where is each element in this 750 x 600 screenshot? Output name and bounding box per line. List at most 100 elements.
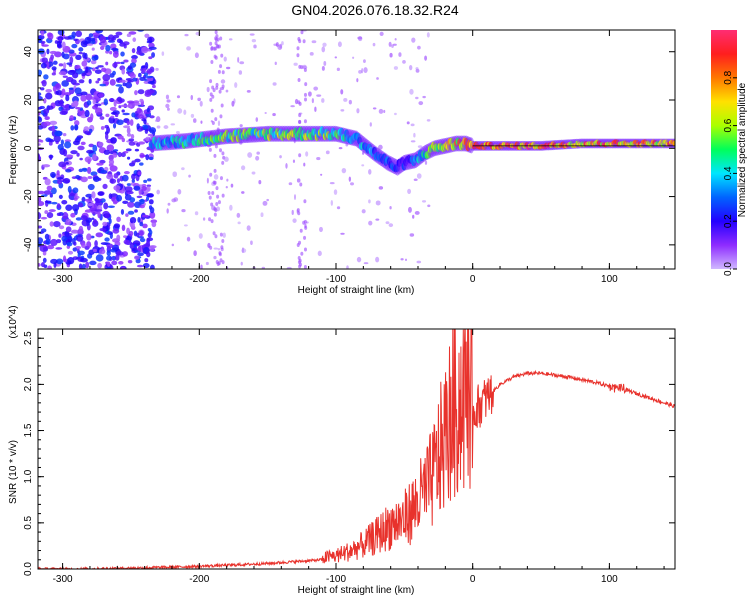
- noise-speckle-sparse: [363, 67, 368, 74]
- noise-speckle-sparse: [308, 91, 312, 97]
- noise-speckle: [141, 46, 149, 54]
- noise-speckle: [46, 105, 54, 110]
- noise-speckle: [40, 30, 45, 37]
- snr-ylabel: SNR (10 * v/v): [8, 440, 19, 504]
- noise-speckle-sparse: [379, 31, 384, 36]
- noise-band-speckle: [298, 101, 302, 106]
- noise-speckle: [41, 44, 49, 47]
- noise-speckle: [122, 200, 129, 204]
- noise-speckle: [139, 154, 147, 158]
- noise-speckle: [107, 34, 115, 42]
- noise-speckle: [95, 80, 100, 84]
- noise-speckle-sparse: [361, 68, 364, 74]
- noise-speckle: [58, 233, 62, 238]
- noise-speckle: [81, 72, 86, 77]
- noise-speckle: [129, 73, 136, 79]
- noise-speckle: [88, 33, 94, 38]
- noise-speckle-sparse: [237, 221, 241, 225]
- noise-speckle: [139, 230, 144, 237]
- noise-speckle: [115, 84, 123, 87]
- noise-speckle: [44, 210, 49, 214]
- noise-speckle: [66, 62, 73, 65]
- noise-speckle: [112, 123, 117, 129]
- noise-speckle-sparse: [378, 108, 384, 114]
- noise-speckle: [86, 43, 94, 46]
- noise-speckle: [103, 149, 111, 155]
- noise-speckle: [44, 200, 52, 204]
- noise-speckle: [40, 62, 47, 69]
- noise-speckle-sparse: [409, 233, 415, 237]
- noise-speckle: [125, 78, 133, 81]
- noise-speckle: [120, 208, 125, 215]
- noise-speckle: [108, 193, 113, 200]
- noise-band-speckle: [221, 70, 225, 75]
- noise-speckle: [118, 86, 124, 94]
- noise-speckle-sparse: [217, 248, 221, 251]
- noise-band-speckle: [221, 239, 225, 244]
- colorbar: 0.0 0.2 0.4 0.6 0.8 Normalized spectral ampl…: [711, 30, 748, 276]
- noise-speckle: [125, 148, 132, 152]
- noise-speckle-sparse: [415, 96, 419, 100]
- noise-speckle: [74, 87, 82, 95]
- noise-speckle: [81, 60, 88, 67]
- noise-speckle: [138, 72, 142, 78]
- noise-speckle: [51, 66, 57, 71]
- chart-title: GN04.2026.076.18.32.R24: [291, 2, 459, 18]
- noise-speckle-sparse: [188, 174, 191, 178]
- noise-speckle: [57, 143, 64, 151]
- noise-speckle: [38, 92, 42, 96]
- noise-speckle: [108, 98, 115, 103]
- noise-speckle: [141, 183, 147, 187]
- noise-speckle: [38, 201, 45, 207]
- noise-speckle: [116, 251, 124, 256]
- noise-speckle: [53, 135, 61, 143]
- noise-speckle: [92, 248, 97, 253]
- noise-speckle-sparse: [343, 98, 348, 102]
- noise-band-speckle: [219, 176, 223, 181]
- x-tick-label: 0: [470, 574, 476, 585]
- noise-speckle: [110, 137, 117, 144]
- noise-speckle: [137, 141, 146, 145]
- noise-speckle-sparse: [194, 211, 199, 216]
- noise-speckle: [77, 145, 85, 151]
- noise-speckle: [61, 235, 68, 242]
- noise-speckle: [81, 263, 86, 269]
- noise-speckle: [97, 78, 101, 81]
- noise-speckle: [48, 209, 56, 213]
- noise-speckle: [91, 55, 99, 61]
- noise-speckle-sparse: [321, 98, 325, 103]
- noise-speckle: [97, 191, 104, 196]
- noise-band-speckle: [303, 235, 307, 240]
- noise-speckle-sparse: [175, 130, 180, 134]
- noise-speckle: [70, 229, 79, 234]
- noise-speckle: [128, 138, 135, 142]
- noise-speckle: [136, 232, 140, 238]
- noise-band-speckle: [213, 153, 217, 158]
- noise-speckle: [102, 221, 108, 227]
- noise-speckle: [149, 127, 157, 134]
- noise-speckle: [78, 225, 84, 234]
- noise-speckle: [123, 43, 127, 49]
- noise-speckle: [85, 193, 93, 198]
- colorbar-tick-label: 0.4: [723, 166, 734, 180]
- noise-speckle-sparse: [272, 113, 276, 117]
- noise-band-speckle: [207, 190, 211, 195]
- noise-speckle: [131, 173, 136, 180]
- noise-speckle: [116, 194, 123, 202]
- noise-band-speckle: [218, 89, 222, 94]
- noise-band-speckle: [209, 245, 213, 250]
- noise-speckle: [146, 196, 150, 202]
- noise-speckle: [42, 164, 51, 168]
- noise-speckle: [84, 109, 90, 118]
- noise-speckle: [58, 71, 67, 76]
- noise-speckle: [68, 87, 75, 90]
- noise-speckle: [49, 120, 58, 126]
- noise-speckle-sparse: [166, 208, 169, 214]
- noise-band-speckle: [211, 120, 215, 125]
- noise-speckle: [41, 79, 47, 87]
- noise-speckle-sparse: [291, 209, 294, 216]
- noise-speckle: [103, 202, 109, 210]
- noise-speckle: [148, 199, 154, 205]
- noise-speckle: [137, 235, 145, 239]
- snr-panel: -300 -200 -100 0 100 0.0 0.5 1.0 1.5 2.0 2.5 Heigh…: [8, 305, 676, 596]
